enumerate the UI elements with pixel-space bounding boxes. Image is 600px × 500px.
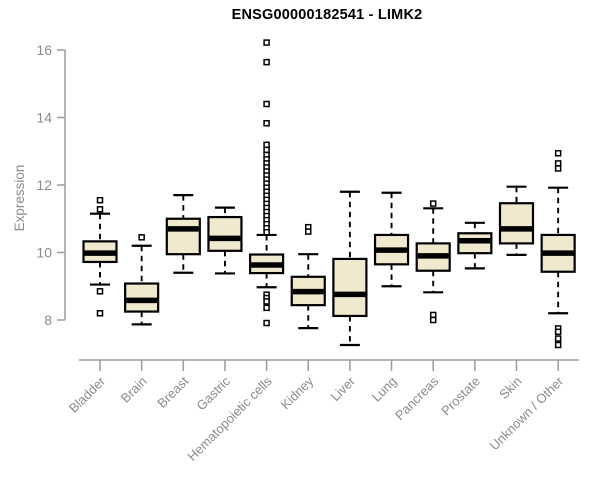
outlier-point xyxy=(96,206,104,213)
outlier-point xyxy=(554,150,562,157)
outlier-point xyxy=(429,311,437,319)
outlier-point xyxy=(263,100,270,108)
boxplot-group-brain xyxy=(124,234,160,326)
outlier-point xyxy=(263,319,270,327)
outlier-point xyxy=(263,58,270,66)
x-tick-label: Brain xyxy=(118,374,150,406)
x-tick-label: Bladder xyxy=(66,373,109,416)
x-tick-label: Breast xyxy=(154,373,191,410)
iqr-box xyxy=(498,202,535,245)
outlier-point xyxy=(554,341,562,349)
boxplot-group-lung xyxy=(373,191,410,288)
outlier-point xyxy=(263,146,270,154)
x-tick-label: Prostate xyxy=(438,374,483,419)
boxplot-group-skin xyxy=(498,185,535,256)
outlier-point xyxy=(305,228,312,235)
chart-title: ENSG00000182541 - LIMK2 xyxy=(231,7,423,23)
boxplot-group-gastric xyxy=(207,206,243,275)
boxplot-group-hematopoietic-cells xyxy=(249,39,285,327)
boxplot-group-liver xyxy=(332,190,368,347)
iqr-box xyxy=(332,257,368,318)
outlier-point xyxy=(554,335,562,342)
y-tick-label: 8 xyxy=(44,312,52,328)
outlier-point xyxy=(263,229,270,236)
outlier-point xyxy=(429,316,437,324)
outlier-point xyxy=(96,288,104,295)
outlier-point xyxy=(96,310,104,317)
boxplot-group-kidney xyxy=(290,223,326,330)
outlier-point xyxy=(96,196,104,204)
x-tick-label: Kidney xyxy=(278,373,317,412)
outlier-point xyxy=(429,200,437,207)
outlier-point xyxy=(263,119,270,127)
outlier-point xyxy=(554,160,562,167)
y-axis: 8 10 12 14 16 xyxy=(36,42,66,328)
outlier-point xyxy=(263,304,270,312)
outlier-point xyxy=(263,141,270,149)
boxplot-group-prostate xyxy=(457,221,493,270)
iqr-box xyxy=(207,215,243,252)
outlier-point xyxy=(554,165,562,172)
boxplot-group-bladder xyxy=(82,196,118,317)
x-tick-label: Skin xyxy=(496,374,524,402)
boxplot-group-breast xyxy=(165,194,201,274)
x-tick-label: Pancreas xyxy=(392,373,442,423)
x-tick-label: Gastric xyxy=(193,373,233,413)
iqr-box xyxy=(165,217,201,256)
y-tick-label: 10 xyxy=(36,245,52,261)
y-tick-label: 12 xyxy=(36,177,52,193)
iqr-box xyxy=(124,282,160,313)
x-tick-label: Lung xyxy=(369,374,400,405)
outlier-point xyxy=(138,234,145,241)
outlier-point xyxy=(554,328,562,336)
y-tick-label: 16 xyxy=(36,42,52,58)
outlier-point xyxy=(263,39,270,46)
x-tick-label: Liver xyxy=(327,373,358,404)
y-tick-label: 14 xyxy=(36,110,52,126)
x-tick-label: Unknown / Other xyxy=(487,373,567,453)
boxplot-group-pancreas xyxy=(415,200,451,324)
boxplot-group-unknown-other xyxy=(540,150,576,349)
outlier-point xyxy=(263,298,270,305)
